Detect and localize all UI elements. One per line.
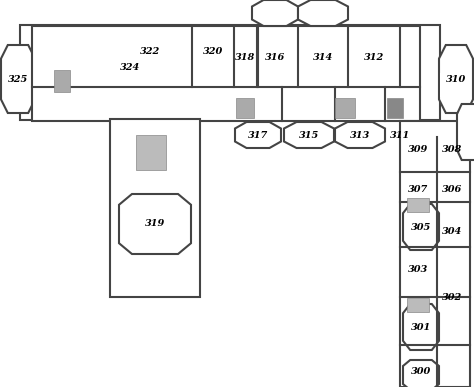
Polygon shape — [403, 204, 439, 250]
Bar — [407, 298, 429, 312]
Text: 316: 316 — [265, 53, 285, 62]
Polygon shape — [284, 122, 334, 148]
Text: 303: 303 — [408, 264, 428, 274]
Bar — [20, 24, 440, 120]
Bar — [18, 73, 36, 97]
Text: 305: 305 — [411, 223, 431, 231]
Text: 312: 312 — [364, 53, 384, 62]
Text: 308: 308 — [442, 146, 462, 154]
Text: 325: 325 — [8, 75, 28, 84]
Polygon shape — [1, 45, 35, 113]
Text: 302: 302 — [442, 293, 462, 301]
Text: 300: 300 — [411, 368, 431, 377]
Text: 318: 318 — [235, 53, 255, 62]
Text: 311: 311 — [390, 130, 410, 139]
Text: 304: 304 — [442, 228, 462, 236]
Text: 309: 309 — [408, 146, 428, 154]
Bar — [32, 26, 420, 121]
Text: 307: 307 — [408, 185, 428, 194]
Text: 315: 315 — [299, 130, 319, 139]
Text: 313: 313 — [350, 130, 370, 139]
Text: 306: 306 — [442, 185, 462, 194]
Text: 310: 310 — [446, 75, 466, 84]
Bar — [387, 98, 403, 118]
Text: 317: 317 — [248, 130, 268, 139]
Text: 320: 320 — [203, 48, 223, 57]
Text: 301: 301 — [411, 322, 431, 332]
Polygon shape — [457, 104, 474, 160]
Bar — [110, 119, 200, 297]
Bar — [440, 73, 458, 97]
Polygon shape — [335, 122, 385, 148]
Bar — [407, 198, 429, 212]
Bar — [335, 98, 355, 118]
Polygon shape — [235, 122, 281, 148]
Text: 324: 324 — [120, 62, 140, 72]
Text: 322: 322 — [140, 48, 160, 57]
Polygon shape — [252, 0, 298, 26]
Bar — [400, 121, 470, 387]
Text: 319: 319 — [145, 219, 165, 228]
Bar — [54, 70, 70, 92]
Polygon shape — [403, 360, 439, 387]
Polygon shape — [119, 194, 191, 254]
Polygon shape — [403, 304, 439, 350]
Text: 314: 314 — [313, 53, 333, 62]
Bar — [236, 98, 254, 118]
Polygon shape — [298, 0, 348, 26]
Bar — [136, 135, 166, 170]
Polygon shape — [439, 45, 473, 113]
